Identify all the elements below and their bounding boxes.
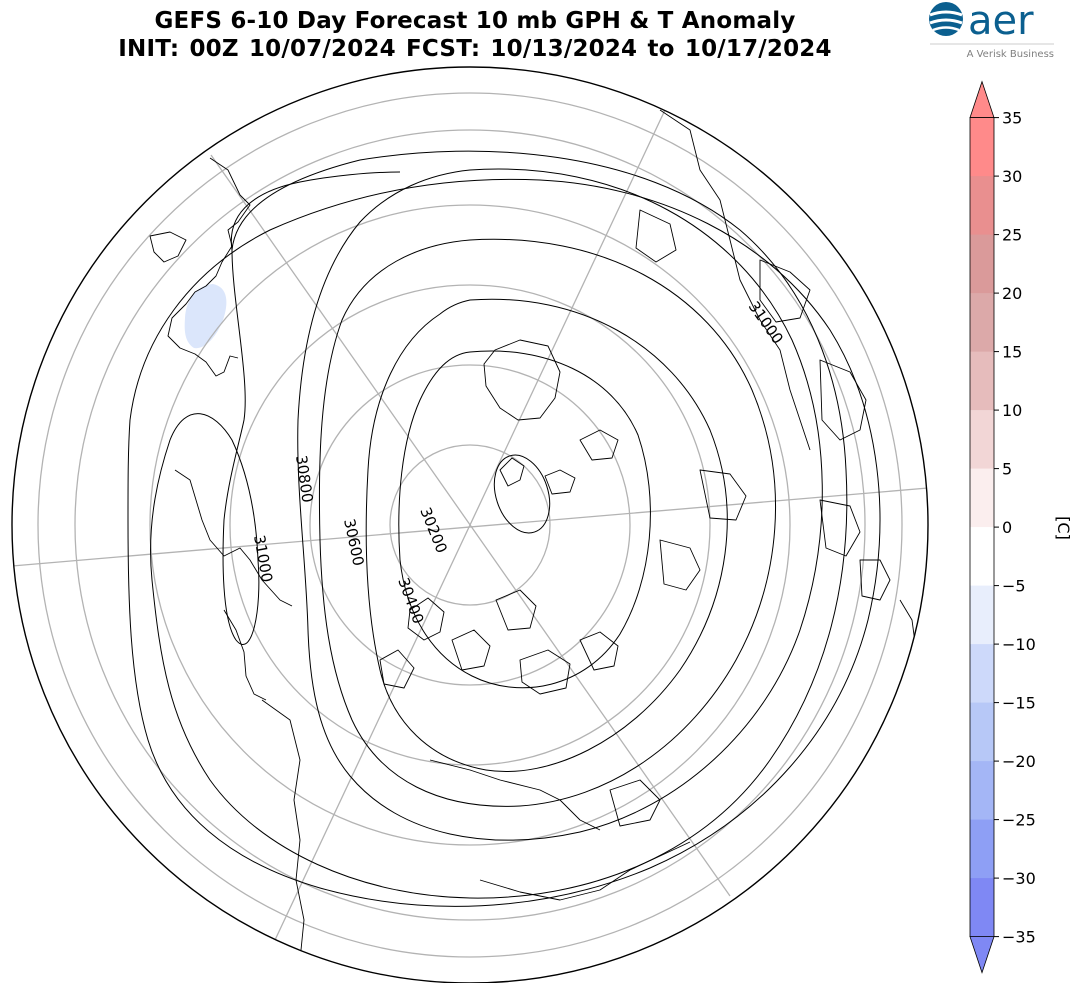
coastlines	[149, 109, 917, 961]
colorbar-segment	[970, 351, 994, 411]
colorbar-tick-label: −10	[1002, 635, 1036, 654]
colorbar-segment	[970, 761, 994, 821]
colorbar-unit-label: [C]	[1054, 516, 1073, 540]
colorbar-segment	[970, 176, 994, 236]
contour-31000-outer	[150, 150, 848, 899]
contour-30800	[297, 168, 823, 841]
colorbar-segment	[970, 878, 994, 938]
contour-outermost	[127, 178, 881, 907]
contour-inner-low	[493, 454, 551, 534]
colorbar-segment	[970, 819, 994, 879]
colorbar-segments	[969, 80, 995, 974]
colorbar-tick-label: 30	[1002, 167, 1022, 186]
colorbar-segment	[970, 644, 994, 704]
colorbar-min-extension	[969, 936, 995, 974]
colorbar-tick-label: 25	[1002, 226, 1022, 245]
colorbar-segment	[970, 117, 994, 177]
aer-logo: aer A Verisk Business	[926, 0, 1060, 62]
brand-text: aer	[968, 0, 1034, 44]
map-subtitle: INIT: 00Z 10/07/2024 FCST: 10/13/2024 to…	[118, 36, 832, 62]
contour-31000-west	[230, 171, 401, 251]
colorbar-ticks: 35 30 25 20 15 10 5 0 −5 −10 −15 −20 −25 −30 −35	[994, 109, 1036, 947]
colorbar-segment	[970, 527, 994, 587]
colorbar-segment	[970, 293, 994, 353]
colorbar-max-extension	[969, 80, 995, 118]
colorbar-tick-label: 35	[1002, 109, 1022, 128]
colorbar-tick-label: −15	[1002, 694, 1036, 713]
colorbar-tick-label: −25	[1002, 811, 1036, 830]
globe-icon	[929, 2, 963, 36]
colorbar-tick-label: −30	[1002, 869, 1036, 888]
contour-30600	[318, 238, 776, 807]
colorbar-tick-label: 20	[1002, 284, 1022, 303]
colorbar-segment	[970, 585, 994, 645]
map-title: GEFS 6-10 Day Forecast 10 mb GPH & T Ano…	[154, 8, 796, 34]
gph-contours	[127, 150, 881, 907]
latitude-grid	[37, 92, 903, 958]
colorbar-tick-label: 15	[1002, 343, 1022, 362]
colorbar-tick-label: −20	[1002, 752, 1036, 771]
polar-map: 31000 30800 31000 30600 30400 30200	[11, 66, 929, 983]
colorbar-tick-label: 10	[1002, 401, 1022, 420]
colorbar-tick-label: 0	[1002, 518, 1012, 537]
colorbar-tick-label: −35	[1002, 928, 1036, 947]
contour-30200	[398, 350, 651, 689]
colorbar-segment	[970, 468, 994, 528]
contour-30400	[365, 298, 728, 772]
colorbar-segment	[970, 702, 994, 762]
cold-anomaly-patch	[184, 284, 227, 349]
colorbar-tick-label: 5	[1002, 460, 1012, 479]
colorbar-segment	[970, 410, 994, 470]
colorbar-tick-label: −5	[1002, 577, 1026, 596]
tagline-text: A Verisk Business	[967, 49, 1054, 60]
colorbar: 35 30 25 20 15 10 5 0 −5 −10 −15 −20 −25 −30 −35 [C]	[969, 80, 1073, 974]
colorbar-segment	[970, 234, 994, 294]
